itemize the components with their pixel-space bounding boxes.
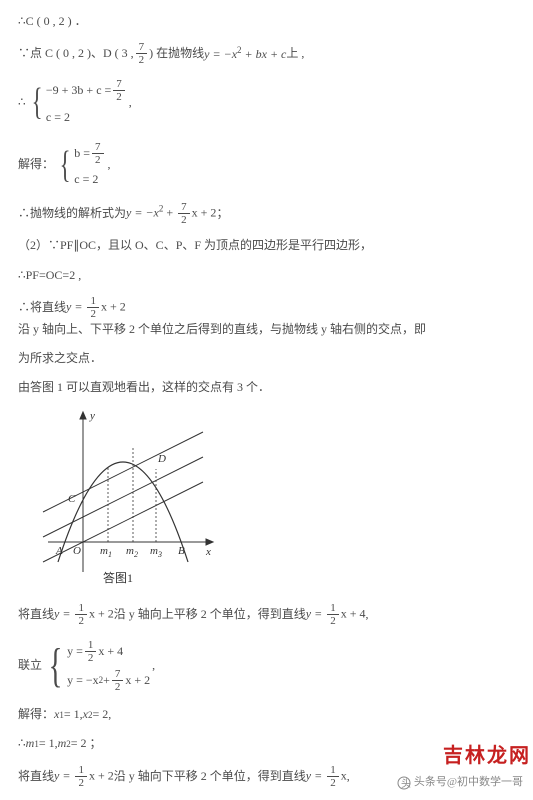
equation: y = −x2 + 72x + 2 bbox=[126, 201, 216, 226]
parabola-result: ∴抛物线的解析式为 y = −x2 + 72x + 2 ； bbox=[18, 201, 515, 226]
svg-text:m3: m3 bbox=[150, 545, 162, 559]
svg-text:头: 头 bbox=[401, 778, 411, 790]
source-attribution: 头 头条号@初中数学一哥 bbox=[397, 774, 523, 792]
svg-text:O: O bbox=[73, 545, 81, 557]
source-icon: 头 bbox=[397, 776, 411, 790]
system-3: 联立 { y = 12x + 4 y = −x2 + 72x + 2 , bbox=[18, 637, 515, 695]
solutions-m: ∴ m1 = 1, m2 = 2 ； bbox=[18, 734, 515, 753]
system-1: ∴ { −9 + 3b + c = 72 c = 2 , bbox=[18, 76, 515, 128]
text: 解得： bbox=[18, 155, 54, 174]
text: 上 , bbox=[286, 44, 304, 63]
solutions-x: 解得： x1 = 1, x2 = 2 , bbox=[18, 705, 515, 724]
equation: y = 12x + 4 bbox=[306, 602, 366, 627]
shift-line: ∴将直线 y = 12x + 2 沿 y 轴向上、下平移 2 个单位之后得到的直… bbox=[18, 295, 515, 339]
svg-text:D: D bbox=[157, 453, 166, 465]
solve-1: 解得： { b = 72 c = 2 , bbox=[18, 139, 515, 191]
shift-line-cont: 为所求之交点． bbox=[18, 349, 515, 368]
watermark-text: 吉林龙网 bbox=[443, 740, 531, 772]
equation: y = −x2 + bx + c bbox=[204, 43, 286, 64]
part2: （2）∵PF∥OC，且以 O、C、P、F 为顶点的四边形是平行四边形， bbox=[18, 236, 515, 255]
svg-text:m1: m1 bbox=[100, 545, 112, 559]
equation: y = 12x + 2 bbox=[54, 764, 114, 789]
answer-figure-1: y x O A B C D m1 m2 m3 答图1 bbox=[38, 407, 515, 593]
pf-oc: ∴PF=OC=2 , bbox=[18, 266, 515, 285]
frac-7-2: 72 bbox=[136, 41, 148, 66]
shift-up: 将直线 y = 12x + 2 沿 y 轴向上平移 2 个单位，得到直线 y =… bbox=[18, 602, 515, 627]
text: ∵点 C ( 0 , 2 )、D ( 3 , bbox=[18, 44, 134, 63]
text: ∴C ( 0 , 2 ) ． bbox=[18, 12, 87, 31]
line-points: ∵点 C ( 0 , 2 )、D ( 3 , 72 ) 在抛物线 y = −x2… bbox=[18, 41, 515, 66]
observation: 由答图 1 可以直观地看出，这样的交点有 3 个． bbox=[18, 378, 515, 397]
watermark: 吉林龙网 bbox=[443, 740, 531, 772]
svg-text:C: C bbox=[68, 493, 76, 505]
text: ； bbox=[216, 204, 228, 223]
svg-text:答图1: 答图1 bbox=[103, 570, 133, 585]
source-text: 头条号@初中数学一哥 bbox=[414, 776, 523, 788]
svg-text:x: x bbox=[205, 546, 211, 558]
text: ∴抛物线的解析式为 bbox=[18, 204, 126, 223]
text: ) 在抛物线 bbox=[149, 44, 204, 63]
equation: y = 12x bbox=[306, 764, 347, 789]
svg-text:B: B bbox=[178, 545, 185, 557]
line-c: ∴C ( 0 , 2 ) ． bbox=[18, 12, 515, 31]
svg-text:m2: m2 bbox=[126, 545, 138, 559]
equation: y = 12x + 2 bbox=[54, 602, 114, 627]
svg-text:A: A bbox=[55, 545, 63, 557]
svg-text:y: y bbox=[89, 410, 95, 422]
equation: y = 12x + 2 bbox=[66, 295, 126, 320]
